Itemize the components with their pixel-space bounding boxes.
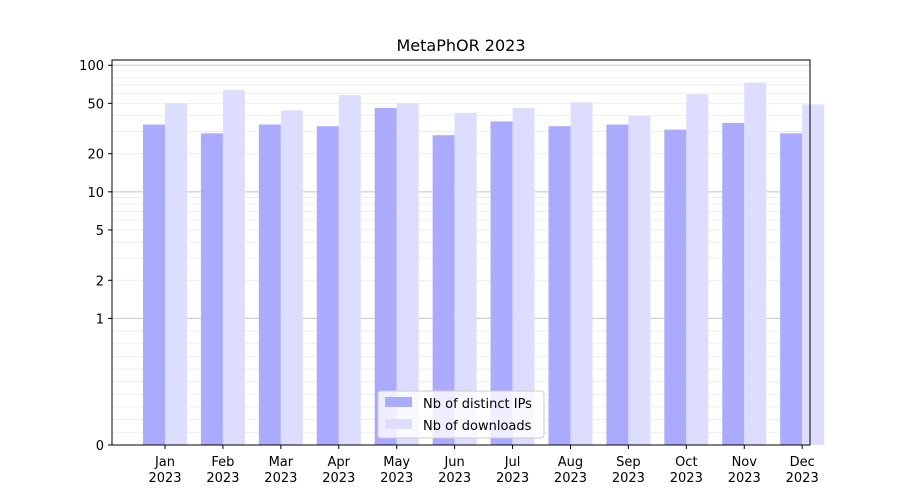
x-tick-label: Apr 2023	[322, 455, 355, 486]
x-tick-label: Aug 2023	[554, 455, 587, 486]
bar-distinct-ips	[780, 133, 803, 445]
bar-distinct-ips	[548, 126, 571, 446]
bars	[143, 82, 825, 446]
plot-frame	[111, 59, 811, 446]
x-tick-label: Mar 2023	[264, 455, 297, 486]
bar-distinct-ips	[374, 107, 397, 446]
bar-downloads	[454, 112, 477, 446]
bar-downloads	[802, 104, 825, 445]
y-tick-label: 5	[96, 224, 104, 239]
legend-label-downloads: Nb of downloads	[423, 419, 532, 434]
bar-downloads	[512, 107, 535, 446]
bar-downloads	[338, 95, 361, 445]
y-tick-label: 1	[96, 312, 104, 327]
x-tick-label: Jun 2023	[438, 455, 471, 486]
x-tick-label: Sep 2023	[612, 455, 645, 486]
chart-title: MetaPhOR 2023	[396, 36, 525, 55]
bar-downloads	[686, 94, 709, 446]
bar-downloads	[570, 102, 593, 445]
y-tick-label: 100	[79, 59, 104, 74]
bar-downloads	[744, 82, 767, 445]
x-tick-label: Feb 2023	[206, 455, 239, 486]
x-axis: Jan 2023 Feb 2023 Mar 2023 Apr 2023 May 2023 Jun 20…	[148, 445, 819, 486]
legend-box	[377, 390, 545, 439]
y-tick-label: 2	[96, 274, 104, 289]
bar-distinct-ips	[722, 122, 745, 445]
legend: Nb of distinct IPs Nb of downloads	[377, 390, 545, 439]
bar-downloads	[222, 89, 245, 445]
bar-downloads	[396, 103, 419, 445]
y-tick-label: 20	[87, 148, 104, 163]
x-tick-label: Oct 2023	[670, 455, 703, 486]
bar-distinct-ips	[258, 124, 281, 445]
bar-distinct-ips	[316, 126, 339, 446]
legend-label-ips: Nb of distinct IPs	[423, 397, 532, 412]
y-tick-label: 10	[87, 186, 104, 201]
legend-swatch-ips	[385, 397, 412, 407]
bar-distinct-ips	[664, 129, 687, 445]
y-tick-label: 0	[96, 439, 104, 454]
bar-downloads	[628, 115, 651, 445]
bar-distinct-ips	[143, 124, 165, 445]
bar-downloads	[280, 110, 303, 445]
bar-distinct-ips	[200, 133, 223, 445]
x-tick-label: May 2023	[380, 455, 413, 486]
x-tick-label: Dec 2023	[786, 455, 819, 486]
bar-distinct-ips	[490, 121, 513, 445]
bar-distinct-ips	[606, 124, 629, 445]
bar-distinct-ips	[432, 135, 455, 445]
y-tick-label: 50	[87, 97, 104, 112]
x-tick-label: Jan 2023	[148, 455, 181, 486]
bar-downloads	[165, 103, 187, 445]
legend-swatch-downloads	[385, 419, 412, 429]
x-tick-label: Jul 2023	[496, 455, 529, 486]
y-axis: 0 1 2 5 10 20 50 100	[79, 59, 112, 454]
x-tick-label: Nov 2023	[728, 455, 761, 486]
